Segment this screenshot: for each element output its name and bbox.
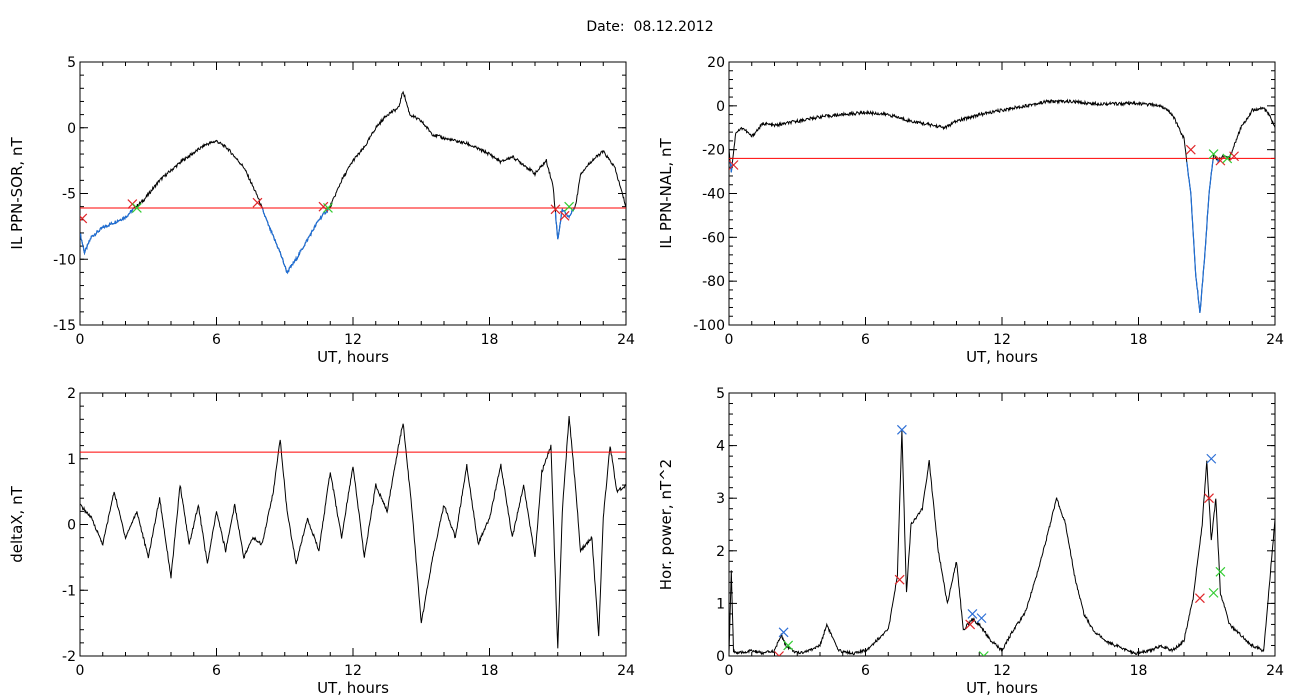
y-tick-label: -100 xyxy=(693,318,725,334)
y-tick-label: 3 xyxy=(716,491,725,507)
x-axis-label: UT, hours xyxy=(966,679,1038,697)
x-tick-label: 24 xyxy=(617,663,635,679)
x-tick-label: 12 xyxy=(993,663,1011,679)
y-tick-label: -20 xyxy=(702,143,725,159)
y-tick-label: 5 xyxy=(716,386,725,402)
x-tick-label: 24 xyxy=(617,332,635,348)
y-axis-label: IL PPN-NAL, nT xyxy=(657,138,675,249)
event-marker xyxy=(778,627,789,638)
series-line xyxy=(729,430,1275,656)
event-marker xyxy=(1204,493,1214,504)
x-tick-label: 0 xyxy=(725,332,734,348)
x-tick-label: 0 xyxy=(725,663,734,679)
event-marker xyxy=(783,640,794,651)
series-line xyxy=(729,98,1275,313)
event-marker xyxy=(131,203,142,213)
y-tick-label: -1 xyxy=(62,583,76,599)
event-marker xyxy=(894,574,905,585)
plot-frame xyxy=(728,392,1276,657)
x-tick-label: 0 xyxy=(76,332,85,348)
event-marker xyxy=(1229,151,1239,162)
plot-frame xyxy=(79,392,627,657)
x-axis-label: UT, hours xyxy=(317,348,389,366)
y-tick-label: -10 xyxy=(53,252,76,268)
event-marker xyxy=(564,201,575,212)
event-marker xyxy=(323,203,333,213)
y-tick-label: -5 xyxy=(62,187,76,203)
series-below-threshold xyxy=(80,206,575,275)
plot-area xyxy=(729,98,1275,313)
x-tick-label: 18 xyxy=(481,663,499,679)
event-marker xyxy=(559,210,570,221)
plot-area xyxy=(80,415,626,649)
event-marker xyxy=(1185,144,1196,155)
y-tick-label: 5 xyxy=(67,55,76,71)
event-marker xyxy=(1215,155,1226,166)
chart-power: 0 6 12 18 24 5 4 3 2 1 0 UT, hours Hor. power, nT^2 xyxy=(657,386,1284,697)
y-tick-label: 0 xyxy=(67,518,76,534)
y-tick-label: 1 xyxy=(716,596,725,612)
plot-area xyxy=(80,90,626,275)
x-tick-label: 12 xyxy=(993,332,1011,348)
y-tick-label: 0 xyxy=(67,121,76,137)
x-tick-label: 18 xyxy=(481,332,499,348)
page-title: Date: 08.12.2012 xyxy=(586,19,714,35)
event-marker xyxy=(774,651,784,656)
event-marker xyxy=(1222,153,1233,164)
event-marker xyxy=(965,619,976,630)
y-axis-label: deltaX, nT xyxy=(8,485,26,562)
event-marker xyxy=(1206,453,1217,464)
event-marker xyxy=(976,613,987,624)
x-tick-label: 12 xyxy=(344,663,362,679)
chart-nal: 0 6 12 18 24 20 0 -20 -40 -60 -80 -100 UT, hours IL P… xyxy=(657,55,1284,366)
y-tick-label: 20 xyxy=(707,55,725,71)
y-tick-label: -2 xyxy=(62,649,76,665)
y-tick-label: 2 xyxy=(716,544,725,560)
y-tick-label: 0 xyxy=(716,99,725,115)
x-tick-label: 6 xyxy=(212,663,221,679)
event-marker xyxy=(1208,587,1219,598)
event-marker xyxy=(978,651,989,656)
y-tick-label: 4 xyxy=(716,439,725,455)
series-line xyxy=(80,415,626,649)
y-tick-label: -80 xyxy=(702,274,725,290)
series-line xyxy=(80,90,626,275)
y-tick-label: -60 xyxy=(702,230,725,246)
y-tick-label: 1 xyxy=(67,452,76,468)
plot-frame xyxy=(728,61,1276,326)
x-axis-label: UT, hours xyxy=(966,348,1038,366)
y-axis-label: IL PPN-SOR, nT xyxy=(8,137,26,250)
x-tick-label: 24 xyxy=(1266,332,1284,348)
event-marker xyxy=(1215,566,1226,577)
x-tick-label: 24 xyxy=(1266,663,1284,679)
event-marker xyxy=(1195,593,1205,604)
y-tick-label: -40 xyxy=(702,187,725,203)
event-marker xyxy=(729,160,739,170)
series-below-threshold xyxy=(730,159,1229,312)
event-marker xyxy=(550,204,561,215)
plot-frame xyxy=(79,61,627,326)
y-tick-label: -15 xyxy=(53,318,76,334)
x-tick-label: 6 xyxy=(212,332,221,348)
plot-area xyxy=(729,424,1275,656)
chart-sor: 0 6 12 18 24 5 0 -5 -10 -15 UT, hours IL PPN-SOR, n… xyxy=(8,55,635,366)
x-tick-label: 6 xyxy=(861,332,870,348)
x-tick-label: 6 xyxy=(861,663,870,679)
y-tick-label: 2 xyxy=(67,386,76,402)
event-marker xyxy=(252,197,263,208)
chart-deltax: 0 6 12 18 24 2 1 0 -1 -2 UT, hours deltaX, nT xyxy=(8,386,635,697)
event-marker xyxy=(896,424,907,435)
x-tick-label: 0 xyxy=(76,663,85,679)
x-tick-label: 18 xyxy=(1130,663,1148,679)
x-tick-label: 12 xyxy=(344,332,362,348)
y-axis-label: Hor. power, nT^2 xyxy=(657,459,675,590)
x-axis-label: UT, hours xyxy=(317,679,389,697)
y-tick-label: 0 xyxy=(716,649,725,665)
event-marker xyxy=(80,213,88,224)
event-marker xyxy=(967,608,978,619)
x-tick-label: 18 xyxy=(1130,332,1148,348)
